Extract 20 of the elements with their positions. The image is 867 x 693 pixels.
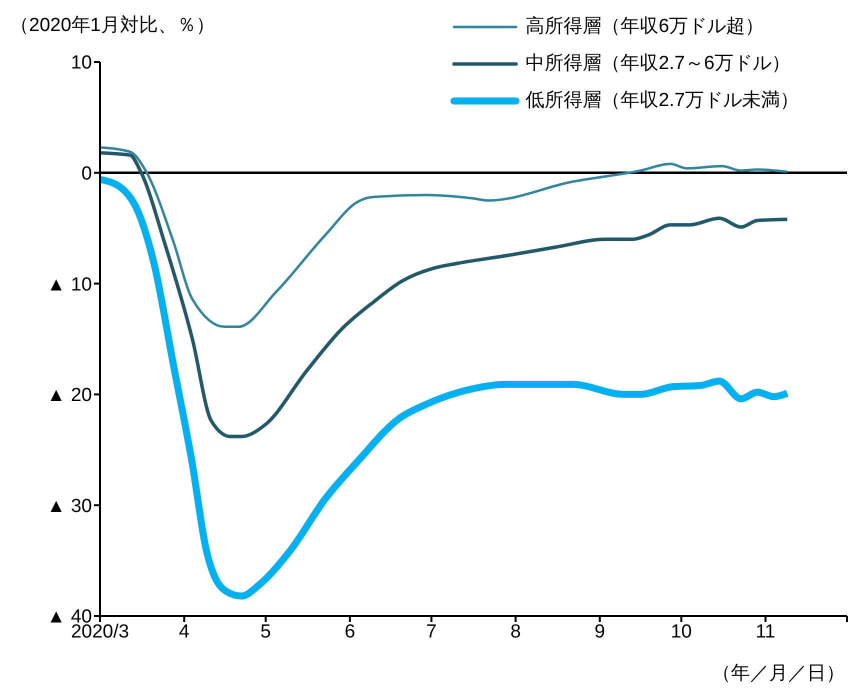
y-tick-label: ▲ 30 [46, 496, 92, 517]
legend-label: 高所得層（年収6万ドル超） [526, 15, 764, 39]
x-tick-label: 11 [756, 621, 776, 642]
x-tick-label: 7 [426, 621, 437, 642]
x-axis-title: （年／月／日） [712, 662, 845, 686]
y-tick-label: 10 [70, 52, 92, 74]
x-tick-label: 4 [178, 621, 190, 642]
line-series [100, 146, 788, 328]
x-tick-label: 10 [670, 621, 692, 642]
y-tick-label: 0 [81, 164, 92, 185]
x-tick-label: 8 [510, 621, 521, 642]
y-axis-title: （2020年1月対比、％） [10, 14, 215, 38]
legend-label: 中所得層（年収2.7～6万ドル） [526, 52, 791, 76]
x-tick-label: 6 [344, 621, 356, 642]
legend-label: 低所得層（年収2.7万ドル未満） [526, 89, 799, 113]
x-tick-label: 5 [260, 621, 271, 642]
line-series [100, 151, 789, 438]
y-tick-label: ▲ 10 [46, 274, 92, 296]
x-tick-label: 9 [594, 621, 606, 642]
y-tick-label: ▲ 20 [46, 385, 92, 406]
